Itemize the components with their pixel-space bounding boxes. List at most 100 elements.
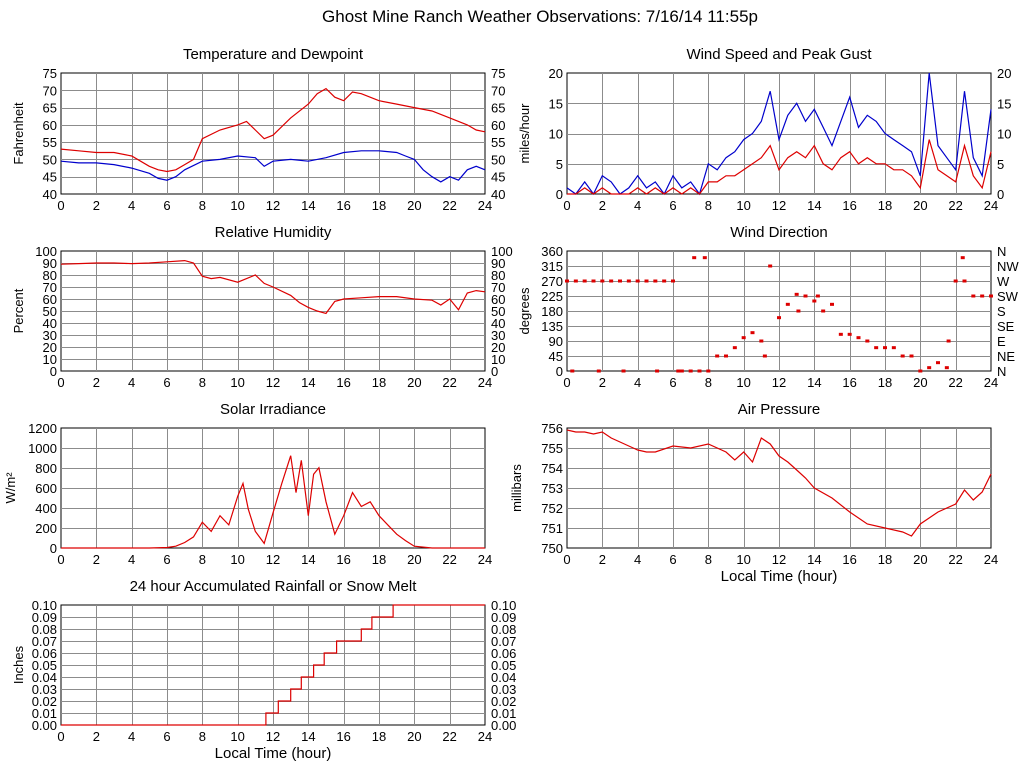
winddir-point [927,366,932,370]
solar-x-tick-label: 12 [266,552,280,567]
rain-y-tick-label-right: 0.03 [491,682,516,697]
winddir-point [944,366,949,370]
pressure-series-air-pressure [566,429,992,537]
rh-y-tick-label-right: 90 [491,256,505,271]
winddir-point [971,294,976,298]
temp-y-tick-label: 55 [43,135,57,150]
wind-x-tick-label: 0 [563,198,570,213]
wind-x-tick-label: 12 [772,198,786,213]
winddir-y-tick-label-right: NW [997,259,1019,274]
winddir-point [759,339,764,343]
winddir-y-tick-label: 135 [541,319,563,334]
rain-x-tick-label: 0 [57,729,64,744]
temp-x-tick-label: 6 [163,198,170,213]
temp-title: Temperature and Dewpoint [183,46,364,63]
rain-y-tick-label: 0.07 [32,634,57,649]
wind-y-tick-label-right: 5 [997,157,1004,172]
winddir-y-tick-label-right: SW [997,289,1019,304]
rh-x-tick-label: 10 [230,375,244,390]
rain-y-tick-label: 0.00 [32,718,57,733]
rh-x-tick-label: 0 [57,375,64,390]
wind-y-tick-label: 20 [549,66,563,81]
wind-y-tick-label: 5 [556,157,563,172]
rh-x-tick-label: 22 [442,375,456,390]
temp-y-tick-label-right: 45 [491,170,505,185]
wind-x-tick-label: 20 [913,198,927,213]
pressure-x-tick-label: 2 [599,552,606,567]
wind-x-tick-label: 22 [948,198,962,213]
rh-y-tick-label: 10 [43,352,57,367]
temp-y-axis-label: Fahrenheit [11,102,26,165]
solar-y-tick-label: 1000 [28,441,57,456]
winddir-point [962,279,967,283]
wind-y-tick-label-right: 0 [997,187,1004,202]
solar-y-axis-label: W/m² [3,472,18,504]
pressure-x-tick-label: 18 [878,552,892,567]
solar-x-tick-label: 10 [230,552,244,567]
winddir-x-tick-label: 8 [705,375,712,390]
winddir-point [803,294,808,298]
temp-x-tick-label: 20 [407,198,421,213]
winddir-point [856,336,861,340]
winddir-point [697,369,702,373]
winddir-point [676,369,681,373]
rh-y-tick-label-right: 70 [491,280,505,295]
solar-y-tick-label: 600 [35,481,57,496]
winddir-point [900,354,905,358]
pressure-y-tick-label: 752 [541,501,563,516]
rain-y-tick-label: 0.03 [32,682,57,697]
winddir-point [715,354,720,358]
winddir-point [621,369,626,373]
winddir-y-tick-label-right: N [997,244,1006,259]
solar-title: Solar Irradiance [220,401,326,418]
rain-y-tick-label: 0.04 [32,670,57,685]
pressure-x-tick-label: 12 [772,552,786,567]
wind-x-tick-label: 10 [736,198,750,213]
wind-x-tick-label: 6 [669,198,676,213]
winddir-point [644,279,649,283]
rain-y-tick-label-right: 0.01 [491,706,516,721]
winddir-y-tick-label-right: N [997,364,1006,379]
winddir-point [815,294,820,298]
wind-y-tick-label: 10 [549,127,563,142]
winddir-point [732,346,737,350]
winddir-y-tick-label: 180 [541,304,563,319]
winddir-x-tick-label: 18 [878,375,892,390]
rh-y-tick-label-right: 10 [491,352,505,367]
winddir-y-tick-label: 45 [549,349,563,364]
solar-x-tick-label: 2 [93,552,100,567]
wind-x-tick-label: 16 [842,198,856,213]
temp-y-tick-label-right: 55 [491,135,505,150]
rh-x-tick-label: 6 [163,375,170,390]
pressure-y-tick-label: 753 [541,481,563,496]
solar-series-solar-irradiance [61,455,485,549]
winddir-point [796,309,801,313]
winddir-y-tick-label-right: E [997,334,1006,349]
wind-series-peak-gust [566,72,992,196]
wind-y-axis-label: miles/hour [517,103,532,164]
temp-y-tick-label-right: 50 [491,152,505,167]
winddir-point [573,279,578,283]
winddir-y-tick-label: 315 [541,259,563,274]
rain-x-tick-label: 22 [442,729,456,744]
winddir-point [891,346,896,350]
winddir-point [596,369,601,373]
solar-x-tick-label: 4 [128,552,135,567]
page-title: Ghost Mine Ranch Weather Observations: 7… [322,7,758,26]
winddir-y-tick-label: 0 [556,364,563,379]
rain-chart: 24 hour Accumulated Rainfall or Snow Mel… [11,578,516,762]
pressure-y-tick-label: 755 [541,441,563,456]
rain-y-tick-label: 0.09 [32,610,57,625]
solar-y-tick-label: 0 [50,541,57,556]
winddir-point [655,369,660,373]
winddir-point [812,299,817,303]
winddir-x-tick-label: 12 [772,375,786,390]
rh-y-tick-label: 0 [50,364,57,379]
wind-y-tick-label-right: 20 [997,66,1011,81]
temp-y-tick-label-right: 70 [491,83,505,98]
wind-x-tick-label: 18 [878,198,892,213]
